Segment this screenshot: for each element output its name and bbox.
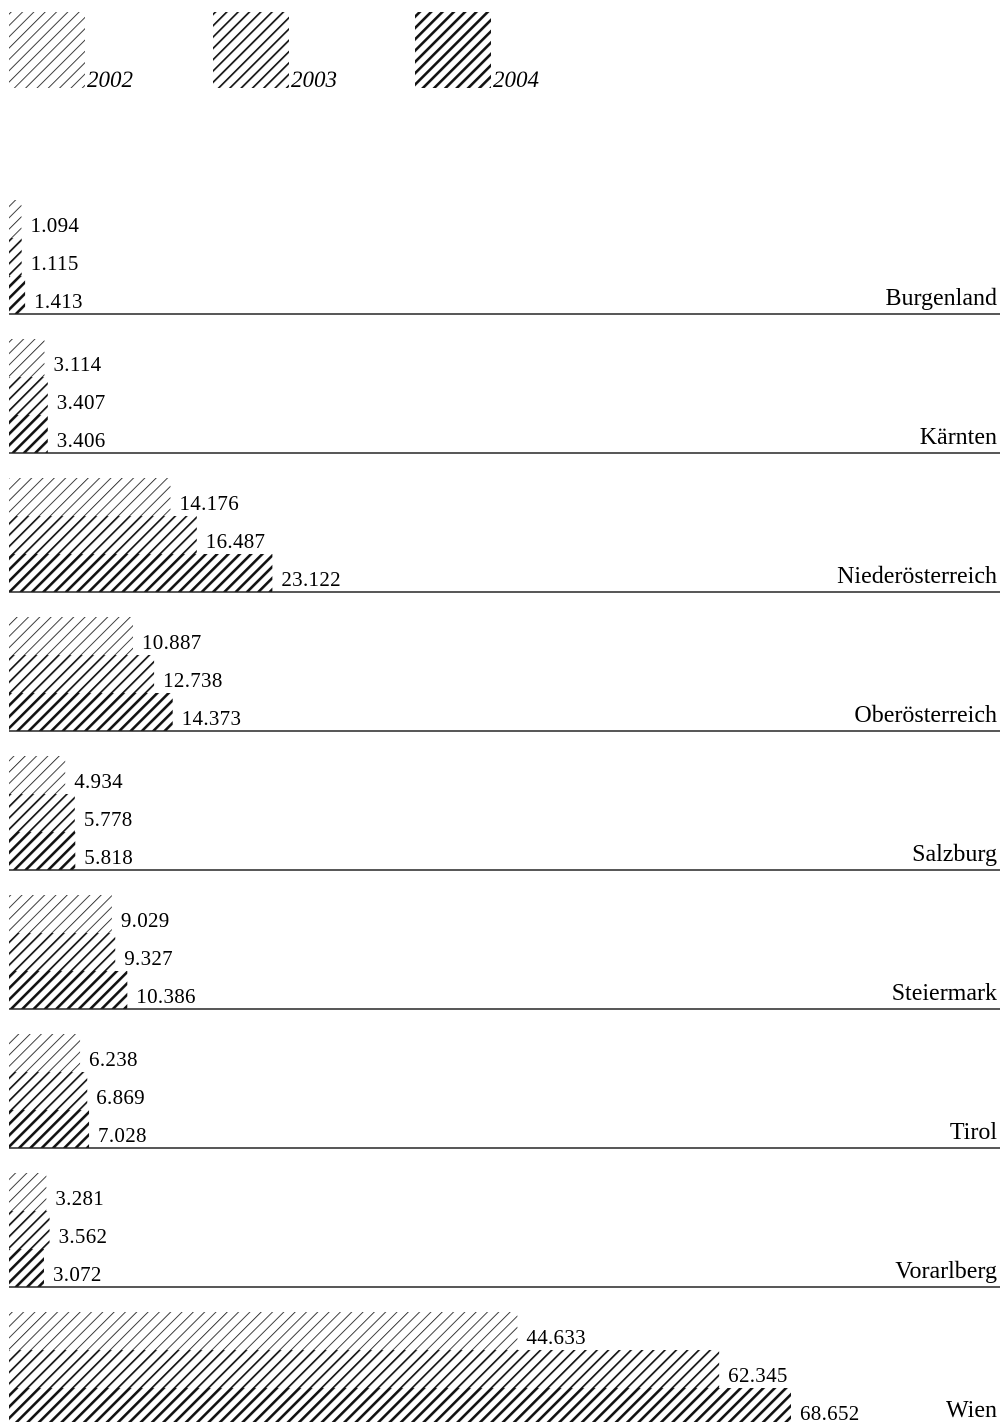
value-label-Salzburg-2002: 4.934 <box>74 769 123 793</box>
value-label-Niederösterreich-2004: 23.122 <box>281 567 341 591</box>
bar-Vorarlberg-2003 <box>9 1211 50 1249</box>
value-label-Kärnten-2004: 3.406 <box>57 428 106 452</box>
category-label-Tirol: Tirol <box>950 1119 997 1145</box>
bar-Kärnten-2004 <box>9 415 48 453</box>
bar-Tirol-2003 <box>9 1072 88 1110</box>
bar-Niederösterreich-2003 <box>9 516 197 554</box>
value-label-Wien-2004: 68.652 <box>800 1401 860 1422</box>
bar-Burgenland-2002 <box>9 200 22 238</box>
bar-Burgenland-2003 <box>9 238 22 276</box>
legend-label-2003: 2003 <box>291 67 337 92</box>
bar-Oberösterreich-2002 <box>9 617 134 655</box>
bar-Vorarlberg-2002 <box>9 1173 47 1211</box>
category-label-Kärnten: Kärnten <box>920 424 997 450</box>
group-Niederösterreich: 14.176 16.487 23.122 Niederösterreich <box>9 478 1000 593</box>
value-label-Kärnten-2003: 3.407 <box>57 390 106 414</box>
group-Oberösterreich: 10.887 12.738 14.373 Oberösterreich <box>9 617 1000 732</box>
bar-Wien-2002 <box>9 1312 518 1350</box>
category-label-Burgenland: Burgenland <box>885 285 997 311</box>
value-label-Niederösterreich-2003: 16.487 <box>206 529 266 553</box>
bar-Steiermark-2003 <box>9 933 116 971</box>
group-Kärnten: 3.114 3.407 3.406 Kärnten <box>9 339 1000 454</box>
value-label-Oberösterreich-2003: 12.738 <box>163 668 223 692</box>
value-label-Burgenland-2002: 1.094 <box>30 213 79 237</box>
group-Steiermark: 9.029 9.327 10.386 Steiermark <box>9 895 1000 1010</box>
group-Tirol: 6.238 6.869 7.028 Tirol <box>9 1034 1000 1149</box>
plot-area: 1.094 1.115 1.413 Burgenland 3.114 3.407 3.406… <box>9 200 1000 1422</box>
value-label-Salzburg-2003: 5.778 <box>84 807 133 831</box>
bar-Vorarlberg-2004 <box>9 1249 44 1287</box>
bar-Niederösterreich-2002 <box>9 478 171 516</box>
group-Wien: 44.633 62.345 68.652 Wien <box>9 1312 997 1422</box>
legend: 2002 2003 2004 <box>9 12 539 92</box>
category-label-Steiermark: Steiermark <box>892 980 997 1006</box>
bar-Niederösterreich-2004 <box>9 554 273 592</box>
bar-Steiermark-2002 <box>9 895 112 933</box>
legend-label-2002: 2002 <box>87 67 133 92</box>
bar-Salzburg-2002 <box>9 756 66 794</box>
value-label-Steiermark-2003: 9.327 <box>124 946 173 970</box>
value-label-Tirol-2002: 6.238 <box>89 1047 138 1071</box>
category-label-Oberösterreich: Oberösterreich <box>854 702 997 728</box>
bar-Oberösterreich-2004 <box>9 693 173 731</box>
value-label-Tirol-2004: 7.028 <box>98 1123 147 1147</box>
value-label-Tirol-2003: 6.869 <box>96 1085 145 1109</box>
legend-label-2004: 2004 <box>493 67 539 92</box>
bar-Burgenland-2004 <box>9 276 26 314</box>
bar-Kärnten-2002 <box>9 339 45 377</box>
bar-Salzburg-2003 <box>9 794 75 832</box>
value-label-Vorarlberg-2003: 3.562 <box>59 1224 108 1248</box>
value-label-Vorarlberg-2004: 3.072 <box>53 1262 102 1286</box>
group-Vorarlberg: 3.281 3.562 3.072 Vorarlberg <box>9 1173 1000 1288</box>
value-label-Vorarlberg-2002: 3.281 <box>55 1186 104 1210</box>
value-label-Wien-2002: 44.633 <box>526 1325 586 1349</box>
legend-swatch-2002 <box>9 12 85 88</box>
group-Salzburg: 4.934 5.778 5.818 Salzburg <box>9 756 1000 871</box>
bar-Kärnten-2003 <box>9 377 48 415</box>
category-label-Wien: Wien <box>946 1397 997 1422</box>
legend-swatch-2004 <box>415 12 491 88</box>
legend-swatch-2003 <box>213 12 289 88</box>
bar-Wien-2004 <box>9 1388 791 1422</box>
value-label-Steiermark-2002: 9.029 <box>121 908 170 932</box>
category-label-Salzburg: Salzburg <box>912 841 997 867</box>
bar-Wien-2003 <box>9 1350 720 1388</box>
category-label-Niederösterreich: Niederösterreich <box>837 563 997 589</box>
bar-Tirol-2004 <box>9 1110 90 1148</box>
value-label-Wien-2003: 62.345 <box>728 1363 788 1387</box>
value-label-Oberösterreich-2004: 14.373 <box>182 706 242 730</box>
value-label-Burgenland-2003: 1.115 <box>31 251 79 275</box>
category-label-Vorarlberg: Vorarlberg <box>895 1258 997 1284</box>
value-label-Burgenland-2004: 1.413 <box>34 289 83 313</box>
bar-Oberösterreich-2003 <box>9 655 155 693</box>
value-label-Niederösterreich-2002: 14.176 <box>179 491 239 515</box>
bar-Steiermark-2004 <box>9 971 128 1009</box>
value-label-Steiermark-2004: 10.386 <box>136 984 196 1008</box>
bar-Tirol-2002 <box>9 1034 81 1072</box>
bar-Salzburg-2004 <box>9 832 76 870</box>
value-label-Kärnten-2002: 3.114 <box>53 352 101 376</box>
group-Burgenland: 1.094 1.115 1.413 Burgenland <box>9 200 1000 315</box>
value-label-Salzburg-2004: 5.818 <box>84 845 133 869</box>
value-label-Oberösterreich-2002: 10.887 <box>142 630 202 654</box>
